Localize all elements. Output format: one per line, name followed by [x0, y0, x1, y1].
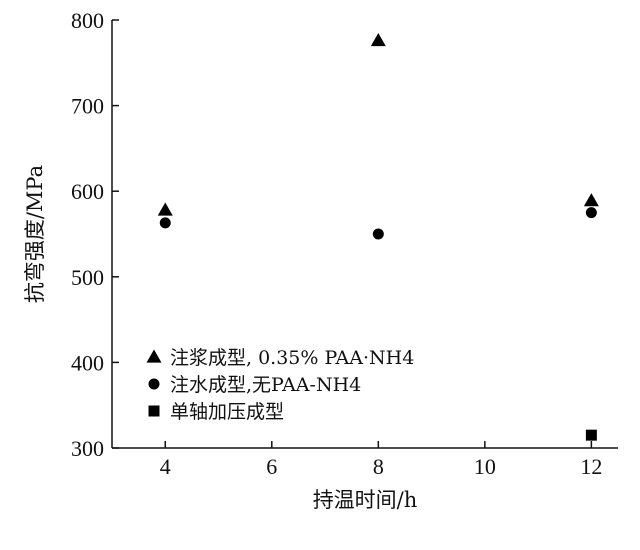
point-triangle-8 — [370, 33, 386, 47]
data-marks — [157, 33, 599, 441]
point-circle-12 — [585, 207, 597, 219]
ticks: 4 6 8 10 12 300 400 500 600 700 800 — [71, 8, 602, 479]
y-axis-title: 抗弯强度/MPa — [23, 165, 47, 303]
legend-label-circle: 注水成型,无PAA-NH4 — [170, 374, 361, 396]
y-tick-label-600: 600 — [71, 179, 104, 204]
x-tick-label-6: 6 — [266, 454, 277, 479]
x-axis-title: 持温时间/h — [313, 488, 418, 512]
y-tick-label-700: 700 — [71, 94, 104, 119]
point-triangle-12 — [583, 193, 599, 207]
point-circle-8 — [372, 228, 384, 240]
y-tick-label-800: 800 — [71, 8, 104, 33]
legend: 注浆成型, 0.35% PAA·NH4 注水成型,无PAA-NH4 单轴加压成型 — [146, 347, 414, 423]
y-tick-label-300: 300 — [71, 436, 104, 461]
x-tick-label-4: 4 — [160, 454, 171, 479]
x-tick-label-10: 10 — [474, 454, 496, 479]
y-tick-label-400: 400 — [71, 350, 104, 375]
y-tick-label-500: 500 — [71, 265, 104, 290]
point-circle-4 — [159, 217, 171, 229]
point-triangle-4 — [157, 202, 173, 216]
x-tick-label-12: 12 — [580, 454, 602, 479]
x-tick-label-8: 8 — [373, 454, 384, 479]
legend-label-triangle: 注浆成型, 0.35% PAA·NH4 — [170, 347, 414, 369]
legend-marker-circle — [148, 378, 160, 390]
axes — [111, 20, 618, 449]
point-square-12 — [585, 429, 597, 441]
legend-label-square: 单轴加压成型 — [170, 401, 284, 423]
legend-marker-square — [148, 405, 160, 417]
legend-marker-triangle — [146, 349, 162, 363]
